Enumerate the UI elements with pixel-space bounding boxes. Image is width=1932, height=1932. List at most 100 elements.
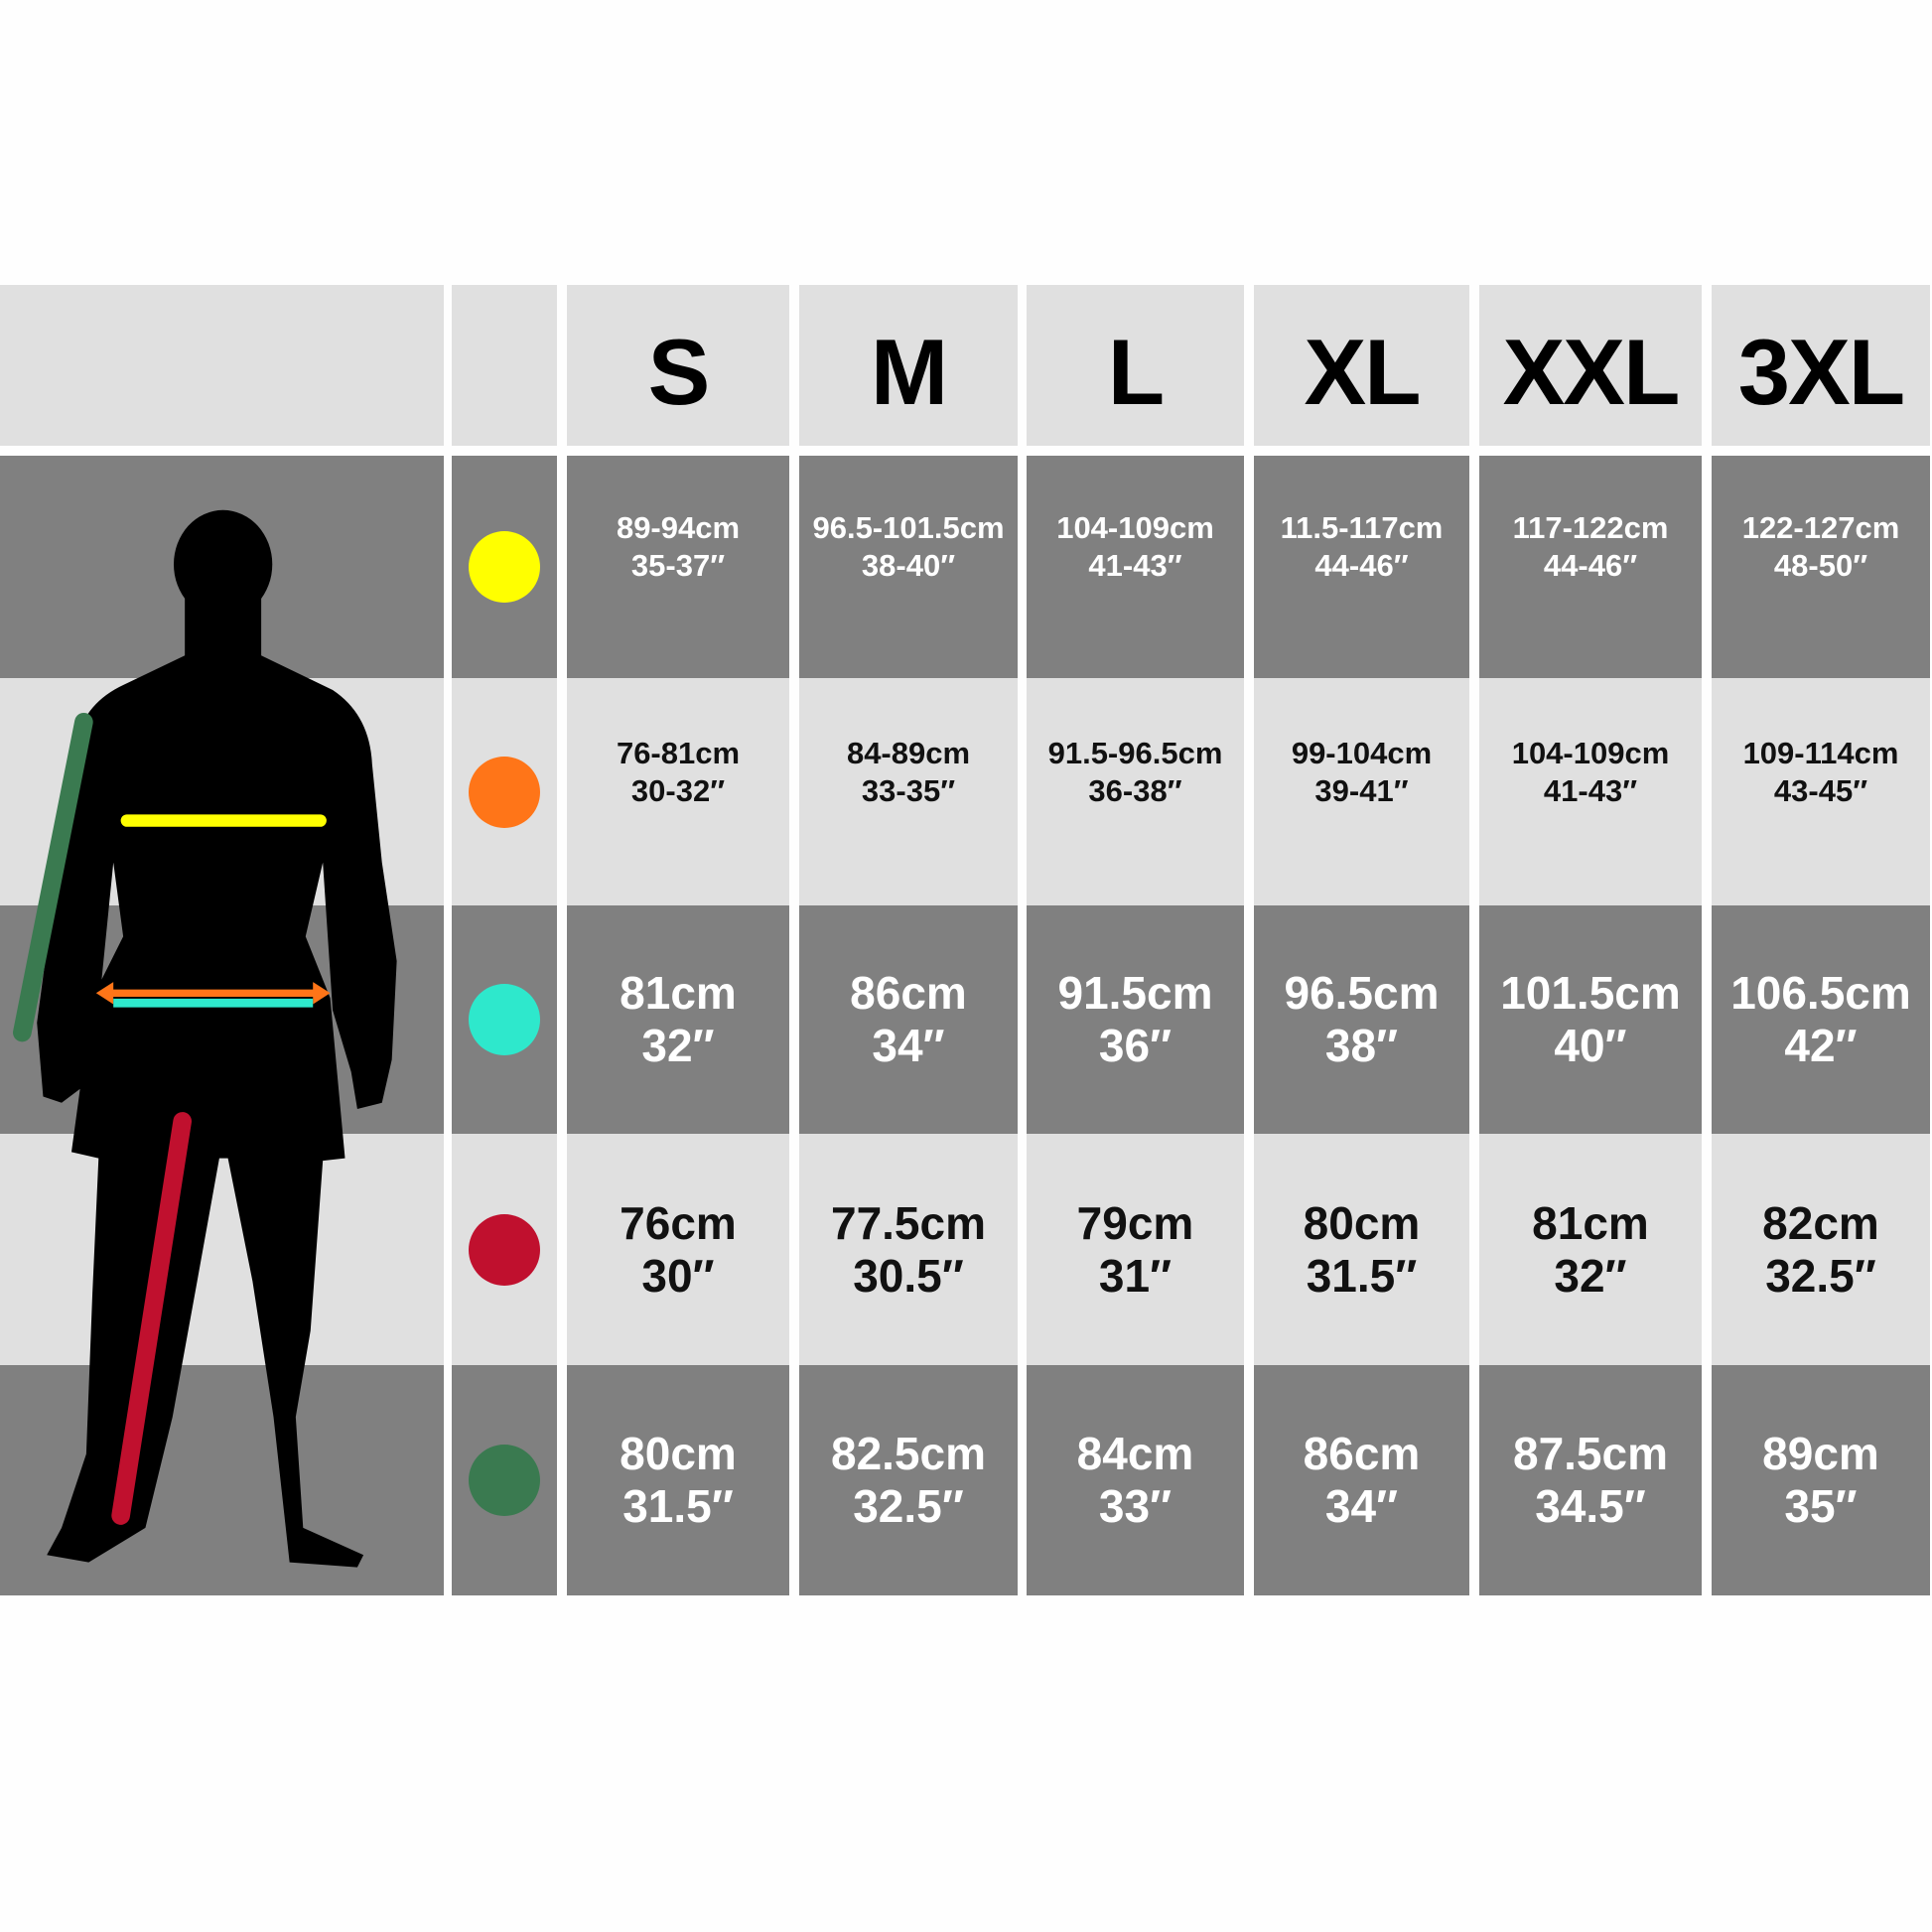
measurement-in: 35-37″ bbox=[630, 548, 726, 583]
measurement-in: 39-41″ bbox=[1314, 772, 1409, 808]
measurement-in: 36″ bbox=[1098, 1020, 1173, 1071]
measurement-cm: 86cm bbox=[1303, 1428, 1421, 1479]
size-header-m: M bbox=[799, 285, 1018, 446]
measurement-cm: 109-114cm bbox=[1742, 735, 1899, 770]
measurement-cm: 82cm bbox=[1762, 1196, 1879, 1249]
measurement-in: 33″ bbox=[1098, 1480, 1173, 1532]
measurement-cm: 77.5cm bbox=[830, 1196, 986, 1249]
measurement-cm: 87.5cm bbox=[1512, 1428, 1668, 1479]
measurement-in: 32″ bbox=[641, 1020, 715, 1071]
measurement-cell: 79cm 31″ bbox=[1027, 1134, 1244, 1365]
measure-icon-cell bbox=[452, 1134, 557, 1365]
size-label: S bbox=[647, 320, 711, 424]
measurement-in: 32.5″ bbox=[1765, 1249, 1876, 1302]
header-blank-cell bbox=[0, 285, 444, 446]
measure-icon-cell bbox=[452, 678, 557, 905]
measurement-cm: 76cm bbox=[620, 1196, 737, 1249]
measurement-cm: 84cm bbox=[1076, 1428, 1194, 1479]
size-header-l: L bbox=[1027, 285, 1244, 446]
measurement-in: 38-40″ bbox=[861, 548, 956, 583]
measurement-cm: 81cm bbox=[620, 967, 737, 1019]
measurement-cm: 79cm bbox=[1076, 1196, 1194, 1249]
measurement-in: 33-35″ bbox=[861, 772, 956, 808]
measurement-cell: 91.5cm 36″ bbox=[1027, 905, 1244, 1134]
measurement-in: 32.5″ bbox=[853, 1480, 964, 1532]
measurement-in: 44-46″ bbox=[1314, 548, 1409, 583]
measurement-in: 30.5″ bbox=[853, 1249, 964, 1302]
measurement-in: 40″ bbox=[1554, 1020, 1627, 1071]
measurement-cm: 81cm bbox=[1532, 1196, 1649, 1249]
measurement-in: 30-32″ bbox=[630, 772, 726, 808]
measurement-cell: 109-114cm 43-45″ bbox=[1712, 678, 1930, 905]
measurement-cell: 84-89cm 33-35″ bbox=[799, 678, 1018, 905]
measurement-in: 41-43″ bbox=[1088, 548, 1182, 583]
measurement-cm: 101.5cm bbox=[1500, 967, 1681, 1019]
size-header-xxl: XXL bbox=[1479, 285, 1702, 446]
size-label: XXL bbox=[1502, 320, 1681, 424]
sleeve-icon bbox=[469, 1445, 540, 1516]
figure-cell bbox=[0, 1365, 444, 1595]
figure-cell bbox=[0, 456, 444, 678]
measurement-in: 48-50″ bbox=[1773, 548, 1868, 583]
measurement-in: 36-38″ bbox=[1088, 772, 1182, 808]
measurement-cm: 80cm bbox=[1303, 1196, 1421, 1249]
chest-icon bbox=[469, 531, 540, 603]
measurement-cm: 96.5cm bbox=[1284, 967, 1440, 1019]
measurement-cell: 91.5-96.5cm 36-38″ bbox=[1027, 678, 1244, 905]
measurement-cell: 76-81cm 30-32″ bbox=[567, 678, 789, 905]
measurement-cell: 82cm 32.5″ bbox=[1712, 1134, 1930, 1365]
measurement-cell: 106.5cm 42″ bbox=[1712, 905, 1930, 1134]
measurement-in: 34.5″ bbox=[1535, 1480, 1646, 1532]
measurement-cell: 104-109cm 41-43″ bbox=[1479, 678, 1702, 905]
measurement-cm: 106.5cm bbox=[1730, 967, 1911, 1019]
measurement-cm: 96.5-101.5cm bbox=[812, 510, 1005, 545]
figure-cell bbox=[0, 1134, 444, 1365]
size-header-s: S bbox=[567, 285, 789, 446]
figure-cell bbox=[0, 678, 444, 905]
measurement-cell: 89cm 35″ bbox=[1712, 1365, 1930, 1595]
measurement-in: 31″ bbox=[1098, 1249, 1173, 1302]
measurement-cell: 80cm 31.5″ bbox=[1254, 1134, 1469, 1365]
measurement-cell: 104-109cm 41-43″ bbox=[1027, 456, 1244, 678]
measurement-in: 43-45″ bbox=[1773, 772, 1868, 808]
size-label: L bbox=[1107, 320, 1165, 424]
measurement-cell: 86cm 34″ bbox=[1254, 1365, 1469, 1595]
measurement-cm: 11.5-117cm bbox=[1280, 510, 1444, 545]
measurement-cm: 104-109cm bbox=[1511, 735, 1670, 770]
size-header-3xl: 3XL bbox=[1712, 285, 1930, 446]
measurement-cm: 91.5-96.5cm bbox=[1047, 735, 1223, 770]
measurement-in: 34″ bbox=[1324, 1480, 1399, 1532]
header-icon-cell bbox=[452, 285, 557, 446]
measurement-in: 35″ bbox=[1784, 1480, 1858, 1532]
measurement-cell: 96.5cm 38″ bbox=[1254, 905, 1469, 1134]
measurement-cell: 82.5cm 32.5″ bbox=[799, 1365, 1018, 1595]
size-label: 3XL bbox=[1737, 320, 1905, 424]
measurement-in: 31.5″ bbox=[1306, 1249, 1418, 1302]
measurement-cm: 117-122cm bbox=[1512, 510, 1669, 545]
measurement-cell: 101.5cm 40″ bbox=[1479, 905, 1702, 1134]
measurement-cm: 76-81cm bbox=[616, 735, 741, 770]
measurement-cell: 11.5-117cm 44-46″ bbox=[1254, 456, 1469, 678]
measure-icon-cell bbox=[452, 456, 557, 678]
measurement-cell: 76cm 30″ bbox=[567, 1134, 789, 1365]
measurement-cell: 84cm 33″ bbox=[1027, 1365, 1244, 1595]
measurement-cell: 87.5cm 34.5″ bbox=[1479, 1365, 1702, 1595]
measurement-cell: 81cm 32″ bbox=[567, 905, 789, 1134]
measurement-in: 41-43″ bbox=[1543, 772, 1638, 808]
size-label: XL bbox=[1304, 320, 1421, 424]
waist-icon bbox=[469, 756, 540, 828]
hip-icon bbox=[469, 984, 540, 1055]
measurement-in: 30″ bbox=[641, 1249, 715, 1302]
inside-leg-icon bbox=[469, 1213, 540, 1286]
measurement-cell: 99-104cm 39-41″ bbox=[1254, 678, 1469, 905]
measurement-cm: 99-104cm bbox=[1291, 735, 1433, 770]
measurement-cm: 104-109cm bbox=[1056, 510, 1214, 545]
measurement-cell: 81cm 32″ bbox=[1479, 1134, 1702, 1365]
measurement-cm: 82.5cm bbox=[830, 1428, 986, 1479]
measurement-in: 31.5″ bbox=[622, 1480, 734, 1532]
measurement-cm: 89cm bbox=[1762, 1428, 1879, 1479]
measurement-in: 42″ bbox=[1784, 1020, 1858, 1071]
measurement-cell: 117-122cm 44-46″ bbox=[1479, 456, 1702, 678]
measurement-cell: 80cm 31.5″ bbox=[567, 1365, 789, 1595]
measurement-cm: 86cm bbox=[850, 967, 967, 1019]
